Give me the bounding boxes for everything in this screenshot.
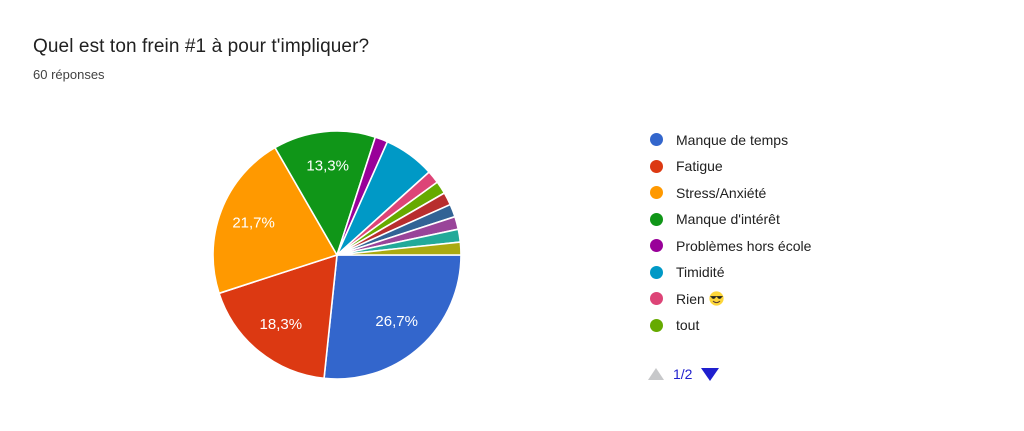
legend-item-label: Fatigue <box>676 158 723 175</box>
pie-chart-svg[interactable]: 26,7% 18,3% 21,7% 13,3% <box>212 130 462 380</box>
legend-page-up-icon[interactable] <box>648 368 664 380</box>
legend-item-label: tout <box>676 317 700 334</box>
legend-item: Problèmes hors école <box>650 237 812 254</box>
sunglasses-emoji-icon <box>709 291 724 306</box>
legend-color-dot-icon <box>650 265 663 279</box>
question-title: Quel est ton frein #1 à pour t'impliquer… <box>33 36 370 57</box>
legend-item-label: Manque d'intérêt <box>676 211 780 228</box>
legend-page-down-icon[interactable] <box>701 367 720 381</box>
legend-item: Manque d'intérêt <box>650 211 811 228</box>
legend-item: Rien <box>650 291 811 307</box>
slice-percentage-label: 18,3% <box>260 316 303 333</box>
legend-page-indicator: 1/2 <box>673 366 693 382</box>
legend-color-dot-icon <box>650 292 663 306</box>
pie-slice[interactable] <box>212 146 338 295</box>
legend-item-label: Manque de temps <box>676 131 789 148</box>
pie-slice[interactable] <box>218 254 338 380</box>
chart-legend: Manque de temps Fatigue Stress/Anxiété Manq… <box>650 131 812 345</box>
legend-color-dot-icon <box>650 212 663 226</box>
legend-color-dot-icon <box>650 133 663 147</box>
pie-chart[interactable]: 26,7% 18,3% 21,7% 13,3% <box>212 130 462 380</box>
pie-slice[interactable] <box>323 254 462 380</box>
pie-slice[interactable] <box>336 241 462 256</box>
legend-item-label: Timidité <box>676 264 725 281</box>
slice-percentage-label: 26,7% <box>375 313 418 330</box>
legend-color-dot-icon <box>650 239 663 253</box>
legend-color-dot-icon <box>650 186 663 200</box>
pie-slice[interactable] <box>274 130 377 256</box>
legend-item-label: Rien <box>676 291 724 307</box>
slice-percentage-label: 13,3% <box>306 158 349 175</box>
legend-item: tout <box>650 317 811 334</box>
slice-percentage-label: 21,7% <box>232 215 275 232</box>
legend-item: Fatigue <box>650 158 811 175</box>
legend-color-dot-icon <box>650 318 663 332</box>
legend-item-label: Stress/Anxiété <box>676 184 767 201</box>
response-count: 60 réponses <box>33 67 105 82</box>
legend-pagination: 1/2 <box>648 366 720 382</box>
legend-item-label: Problèmes hors école <box>676 237 812 254</box>
legend-color-dot-icon <box>650 159 663 173</box>
legend-item: Manque de temps <box>650 131 811 148</box>
legend-item: Stress/Anxiété <box>650 184 811 201</box>
legend-item: Timidité <box>650 264 811 281</box>
